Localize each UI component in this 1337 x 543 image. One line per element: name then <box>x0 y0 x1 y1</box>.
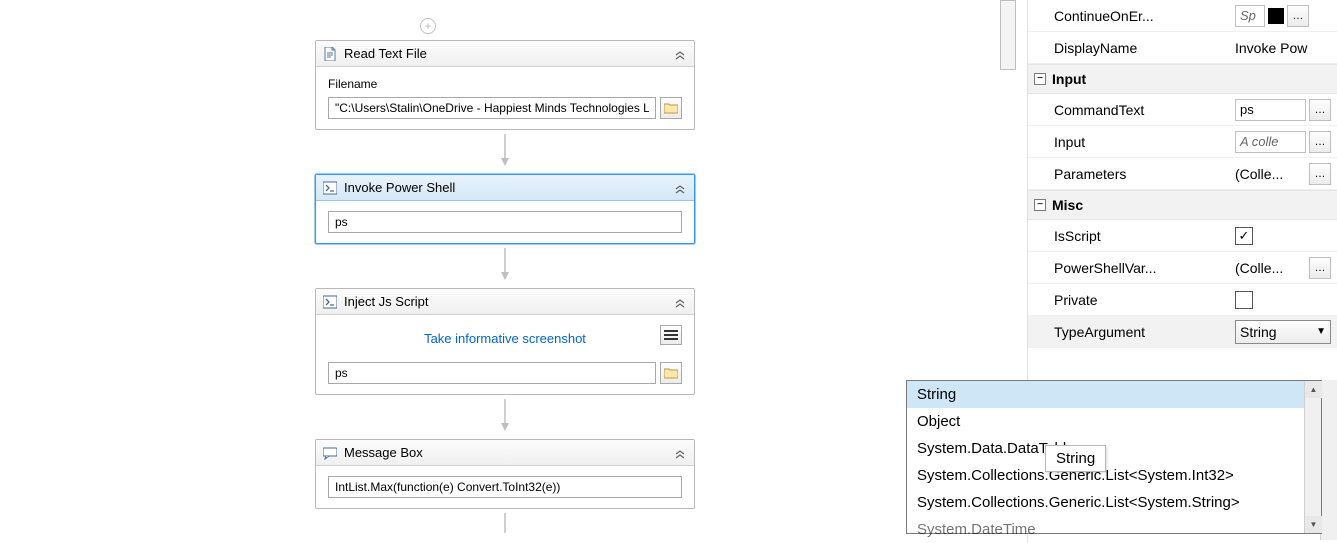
group-label: Misc <box>1052 197 1083 213</box>
dropdown-item[interactable]: Object <box>907 408 1321 435</box>
prop-powershell-vars[interactable]: PowerShellVar... (Colle... … <box>1028 252 1337 284</box>
ellipsis-button[interactable]: … <box>1309 163 1331 185</box>
options-button[interactable] <box>660 325 682 345</box>
prop-group-input[interactable]: − Input <box>1028 64 1337 94</box>
scroll-up-icon[interactable]: ▲ <box>1305 381 1322 398</box>
dropdown-item[interactable]: String <box>907 381 1321 408</box>
prop-parameters[interactable]: Parameters (Colle... … <box>1028 158 1337 190</box>
dropdown-item[interactable]: System.Data.DataTable <box>907 435 1321 462</box>
color-swatch[interactable] <box>1268 8 1284 24</box>
powershell-icon <box>322 180 338 196</box>
type-argument-combo[interactable]: String ▼ <box>1235 320 1331 344</box>
ellipsis-button[interactable]: … <box>1287 5 1309 27</box>
prop-key: TypeArgument <box>1054 324 1235 340</box>
collapse-icon[interactable] <box>672 445 688 461</box>
group-label: Input <box>1052 71 1086 87</box>
prop-group-misc[interactable]: − Misc <box>1028 190 1337 220</box>
activity-header[interactable]: Inject Js Script <box>316 289 694 315</box>
dropdown-item[interactable]: System.Collections.Generic.List<System.I… <box>907 462 1321 489</box>
flow-arrow <box>315 395 695 439</box>
command-input[interactable] <box>328 211 682 233</box>
activity-header[interactable]: Read Text File <box>316 41 694 67</box>
flow-arrow <box>315 244 695 288</box>
prop-key: Private <box>1054 292 1235 308</box>
field-label: Filename <box>328 77 682 91</box>
dropdown-scrollbar[interactable]: ▲ ▼ <box>1304 381 1321 533</box>
prop-is-script[interactable]: IsScript <box>1028 220 1337 252</box>
ellipsis-button[interactable]: … <box>1309 257 1331 279</box>
take-screenshot-link[interactable]: Take informative screenshot <box>328 325 682 352</box>
prop-key: PowerShellVar... <box>1054 260 1235 276</box>
activity-title: Message Box <box>344 445 672 460</box>
prop-type-argument[interactable]: TypeArgument String ▼ <box>1028 316 1337 348</box>
scroll-down-icon[interactable]: ▼ <box>1305 516 1322 533</box>
prop-value[interactable]: Sp <box>1235 5 1265 27</box>
collapse-icon[interactable] <box>672 46 688 62</box>
prop-key: CommandText <box>1054 102 1235 118</box>
prop-key: Input <box>1054 134 1235 150</box>
activity-title: Read Text File <box>344 46 672 61</box>
workflow-canvas[interactable]: + Read Text File Filename <box>0 0 1010 543</box>
expander-icon[interactable]: − <box>1034 199 1046 211</box>
prop-private[interactable]: Private <box>1028 284 1337 316</box>
activity-read-text-file[interactable]: Read Text File Filename <box>315 40 695 130</box>
activity-body: Filename <box>316 67 694 129</box>
prop-continue-on-error[interactable]: ContinueOnEr... Sp … <box>1028 0 1337 32</box>
script-icon <box>322 294 338 310</box>
browse-button[interactable] <box>660 97 682 119</box>
prop-command-text[interactable]: CommandText ps … <box>1028 94 1337 126</box>
checkbox[interactable] <box>1235 227 1253 245</box>
prop-value[interactable]: (Colle... <box>1235 260 1306 276</box>
prop-key: ContinueOnEr... <box>1054 8 1235 24</box>
expander-icon[interactable]: − <box>1034 73 1046 85</box>
browse-button[interactable] <box>660 362 682 384</box>
dropdown-item[interactable]: System.DateTime <box>907 516 1321 543</box>
prop-display-name[interactable]: DisplayName Invoke Pow <box>1028 32 1337 64</box>
checkbox[interactable] <box>1235 291 1253 309</box>
activity-body: Take informative screenshot <box>316 315 694 394</box>
add-activity-button[interactable]: + <box>420 18 436 34</box>
activity-body <box>316 466 694 508</box>
activity-header[interactable]: Invoke Power Shell <box>316 175 694 201</box>
file-icon <box>322 46 338 62</box>
activity-inject-js[interactable]: Inject Js Script Take informative screen… <box>315 288 695 395</box>
filename-input[interactable] <box>328 97 656 119</box>
prop-key: DisplayName <box>1054 40 1235 56</box>
prop-key: Parameters <box>1054 166 1235 182</box>
dropdown-item[interactable]: System.Collections.Generic.List<System.S… <box>907 489 1321 516</box>
ellipsis-button[interactable]: … <box>1309 99 1331 121</box>
flow-arrow <box>315 509 695 539</box>
message-icon <box>322 445 338 461</box>
script-input[interactable] <box>328 362 656 384</box>
prop-key: IsScript <box>1054 228 1235 244</box>
scrollbar-stub[interactable] <box>1000 0 1016 70</box>
flow-arrow <box>315 130 695 174</box>
activity-title: Invoke Power Shell <box>344 180 672 195</box>
activity-header[interactable]: Message Box <box>316 440 694 466</box>
chevron-down-icon: ▼ <box>1316 326 1326 337</box>
prop-value[interactable]: Invoke Pow <box>1235 40 1331 56</box>
prop-input[interactable]: Input A colle … <box>1028 126 1337 158</box>
prop-value[interactable]: A colle <box>1235 131 1306 153</box>
ellipsis-button[interactable]: … <box>1309 131 1331 153</box>
prop-value[interactable]: (Colle... <box>1235 166 1306 182</box>
activity-invoke-powershell[interactable]: Invoke Power Shell <box>315 174 695 244</box>
prop-value[interactable]: ps <box>1235 99 1306 121</box>
collapse-icon[interactable] <box>672 294 688 310</box>
type-argument-dropdown[interactable]: String Object System.Data.DataTable Syst… <box>906 380 1322 534</box>
tooltip: String <box>1045 445 1106 472</box>
activity-title: Inject Js Script <box>344 294 672 309</box>
activity-body <box>316 201 694 243</box>
activity-message-box[interactable]: Message Box <box>315 439 695 509</box>
collapse-icon[interactable] <box>672 180 688 196</box>
combo-value: String <box>1240 324 1316 340</box>
message-input[interactable] <box>328 476 682 498</box>
scrollbar[interactable] <box>1320 380 1337 540</box>
